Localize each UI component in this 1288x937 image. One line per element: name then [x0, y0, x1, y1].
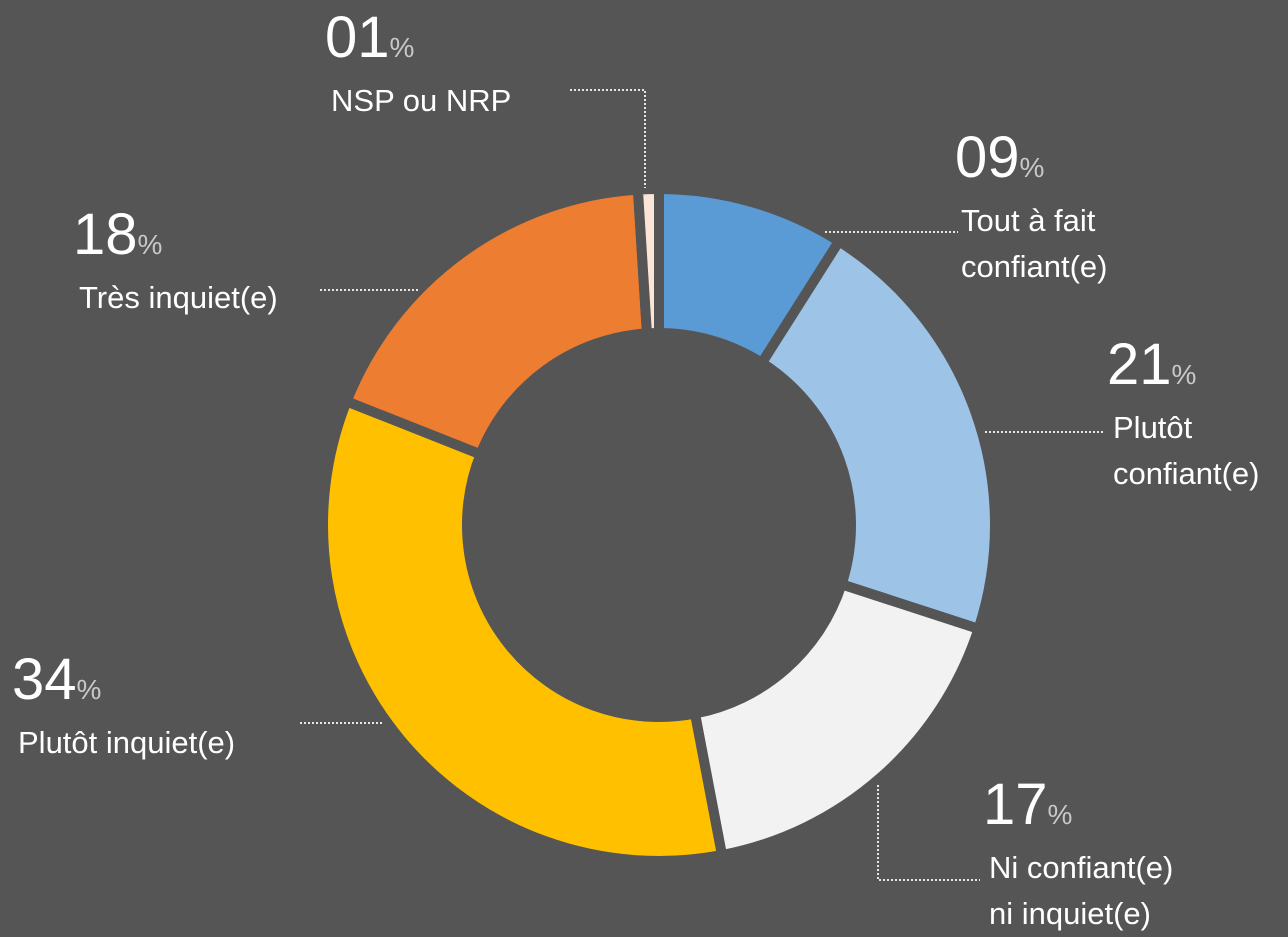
- value-label: 18%: [73, 202, 163, 267]
- category-label: Plutôt inquiet(e): [18, 725, 236, 760]
- leader-line: [570, 89, 646, 188]
- unit-label: %: [1171, 359, 1197, 390]
- category-label: Ni confiant(e) ni inquiet(e): [989, 850, 1174, 931]
- value-label: 21%: [1107, 332, 1197, 397]
- unit-label: %: [389, 32, 415, 63]
- unit-label: %: [1019, 152, 1045, 183]
- unit-label: %: [1047, 799, 1073, 830]
- donut-segment: [754, 234, 1000, 636]
- donut-segment: [340, 184, 653, 461]
- data-label: 34% Plutôt inquiet(e): [12, 650, 235, 766]
- donut-segment: [632, 183, 664, 339]
- donut-segment: [689, 578, 985, 861]
- value-label: 34%: [12, 647, 102, 712]
- unit-label: %: [137, 229, 163, 260]
- category-label: Plutôt confiant(e): [1113, 410, 1260, 491]
- category-label: Tout à fait confiant(e): [961, 203, 1108, 284]
- donut-segment: [318, 394, 728, 866]
- data-label: 21% Plutôt confiant(e): [1107, 335, 1259, 497]
- data-label: 17% Ni confiant(e) ni inquiet(e): [983, 775, 1173, 937]
- leader-line: [877, 785, 980, 881]
- unit-label: %: [76, 674, 102, 705]
- category-label: NSP ou NRP: [331, 83, 512, 118]
- value-label: 17%: [983, 772, 1073, 837]
- category-label: Très inquiet(e): [79, 280, 278, 315]
- data-label: 09% Tout à fait confiant(e): [955, 128, 1107, 290]
- value-label: 01%: [325, 5, 415, 70]
- data-label: 01% NSP ou NRP: [325, 8, 511, 124]
- value-label: 09%: [955, 125, 1045, 190]
- data-label: 18% Très inquiet(e): [73, 205, 278, 321]
